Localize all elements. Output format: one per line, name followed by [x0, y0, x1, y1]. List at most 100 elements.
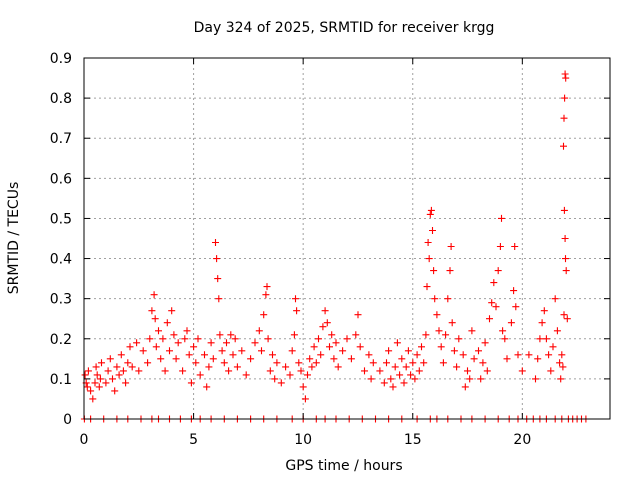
y-tick-label: 0.9: [50, 51, 72, 67]
data-point: [172, 355, 180, 363]
data-point: [409, 359, 417, 367]
data-point: [295, 359, 303, 367]
data-point: [400, 379, 408, 387]
data-point: [413, 351, 421, 359]
data-point: [151, 315, 159, 323]
data-point: [277, 379, 285, 387]
data-point: [431, 295, 439, 303]
data-point: [470, 355, 478, 363]
data-point: [312, 359, 320, 367]
data-point: [148, 307, 156, 315]
chart-title: Day 324 of 2025, SRMTID for receiver krg…: [194, 20, 495, 36]
data-point: [563, 315, 571, 323]
data-point: [81, 371, 89, 379]
data-point: [562, 255, 569, 263]
data-point: [376, 367, 384, 375]
data-point: [229, 351, 237, 359]
data-point: [109, 375, 116, 383]
data-point: [209, 355, 217, 363]
data-point: [404, 347, 412, 355]
data-point: [166, 347, 173, 355]
data-point: [133, 339, 141, 347]
data-point: [231, 335, 239, 343]
data-point: [111, 387, 119, 395]
y-axis-label: SRMTID / TECUs: [6, 182, 22, 295]
data-point: [396, 371, 404, 379]
data-point: [490, 279, 498, 287]
data-point: [306, 355, 314, 363]
data-point: [334, 363, 342, 371]
data-point: [115, 371, 123, 379]
data-point: [328, 331, 336, 339]
data-point: [223, 339, 230, 347]
data-point: [532, 375, 539, 383]
data-point: [361, 367, 368, 375]
data-point: [389, 383, 397, 391]
data-point: [218, 347, 226, 355]
x-tick-label: 20: [513, 432, 531, 448]
data-point: [192, 359, 200, 367]
data-point: [258, 347, 265, 355]
data-point: [538, 319, 546, 327]
data-point: [556, 359, 564, 367]
data-point: [233, 363, 241, 371]
data-point: [562, 74, 570, 82]
data-point: [444, 295, 452, 303]
data-point: [450, 347, 458, 355]
data-point: [92, 363, 100, 371]
y-tick-label: 0.3: [50, 292, 72, 308]
data-point: [128, 363, 136, 371]
data-point: [119, 367, 127, 375]
data-point: [269, 351, 276, 359]
data-point: [315, 335, 322, 343]
data-point: [266, 367, 274, 375]
x-tick-labels: 0 5 10 15 20: [80, 432, 532, 448]
data-point: [93, 371, 101, 379]
data-point: [540, 307, 548, 315]
data-point: [391, 363, 399, 371]
data-point: [179, 367, 187, 375]
data-point: [343, 335, 351, 343]
data-point: [310, 343, 318, 351]
x-tick-label: 5: [189, 432, 198, 448]
data-point: [262, 291, 270, 299]
data-point: [293, 307, 301, 315]
data-point: [439, 359, 447, 367]
data-point: [534, 355, 542, 363]
data-point: [365, 351, 373, 359]
data-point: [215, 295, 223, 303]
data-point: [423, 283, 431, 291]
data-point: [113, 363, 121, 371]
data-point: [352, 331, 360, 339]
data-point: [447, 243, 455, 250]
data-point: [499, 327, 507, 335]
data-point: [560, 142, 567, 150]
data-point: [326, 343, 333, 351]
data-point: [429, 227, 436, 234]
data-point: [194, 335, 202, 343]
data-point: [426, 210, 434, 218]
data-point: [299, 383, 307, 391]
data-point: [227, 331, 235, 339]
data-point: [321, 307, 329, 315]
data-point: [238, 347, 246, 355]
data-point: [367, 375, 375, 383]
data-point: [323, 319, 331, 327]
data-point: [442, 331, 450, 339]
data-point: [201, 351, 208, 359]
data-point: [547, 367, 555, 375]
y-tick-label: 0.4: [50, 252, 72, 268]
data-point: [501, 335, 509, 343]
data-point: [433, 311, 441, 319]
data-point: [427, 206, 435, 214]
data-point: [212, 239, 219, 246]
data-point: [561, 94, 569, 102]
data-point: [301, 395, 309, 403]
data-point: [98, 359, 105, 367]
data-point: [475, 347, 482, 355]
data-point: [203, 383, 211, 391]
data-point: [271, 375, 279, 383]
data-point: [481, 339, 489, 347]
data-point: [424, 239, 432, 246]
data-point: [356, 343, 364, 351]
